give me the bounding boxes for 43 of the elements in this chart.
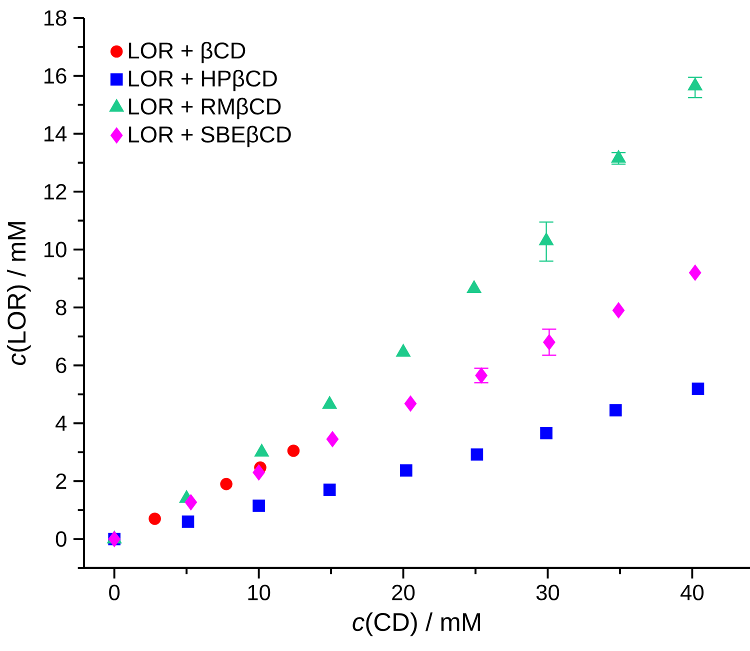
y-tick-label: 10 xyxy=(44,242,66,258)
y-tick-label: 8 xyxy=(56,300,66,316)
y-tick-label: 6 xyxy=(56,358,66,374)
legend-label: LOR + HPβCD xyxy=(128,70,277,92)
point xyxy=(692,382,704,395)
legend-label: LOR + SBEβCD xyxy=(128,126,291,148)
point xyxy=(148,512,161,525)
point xyxy=(466,280,482,294)
y-tick-label: 14 xyxy=(44,126,67,142)
x-tick-label: 30 xyxy=(536,584,560,600)
point xyxy=(538,232,554,246)
y-tick-label: 2 xyxy=(56,473,66,489)
x-tick-label: 20 xyxy=(392,584,415,600)
point xyxy=(184,494,198,510)
point xyxy=(543,334,556,350)
point xyxy=(688,264,702,281)
point xyxy=(182,516,194,528)
y-tick-label: 18 xyxy=(44,10,66,26)
x-tick-label: 10 xyxy=(248,584,270,600)
y-axis-title: c(LOR) / mM xyxy=(7,222,31,366)
y-tick-label: 12 xyxy=(44,184,66,200)
point xyxy=(287,444,300,457)
point xyxy=(252,500,265,512)
x-axis-title: c(CD) / mM xyxy=(352,612,480,636)
point xyxy=(612,302,625,318)
x-tick-label: 40 xyxy=(680,584,704,600)
point xyxy=(220,478,232,490)
legend-label: LOR + βCD xyxy=(128,42,246,64)
point xyxy=(326,431,339,448)
y-tick-label: 0 xyxy=(56,531,66,547)
point xyxy=(400,464,412,477)
point xyxy=(470,448,484,461)
point xyxy=(540,426,552,440)
point xyxy=(323,484,336,496)
point xyxy=(252,464,265,481)
x-tick-label: 0 xyxy=(109,584,120,600)
point xyxy=(404,395,417,412)
point xyxy=(688,78,702,90)
y-tick-label: 16 xyxy=(44,68,66,84)
y-tick-label: 4 xyxy=(56,416,67,431)
point xyxy=(609,404,622,416)
point xyxy=(396,344,411,357)
legend-label: LOR + RMβCD xyxy=(128,98,281,120)
